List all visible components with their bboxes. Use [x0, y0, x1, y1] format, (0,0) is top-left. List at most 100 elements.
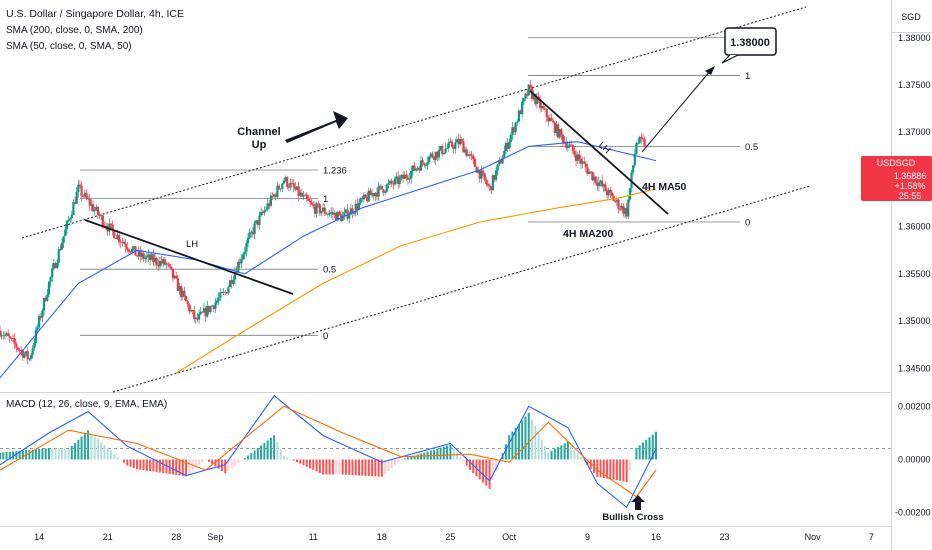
macd-histogram-bar	[504, 444, 507, 460]
last-price-badge[interactable]	[861, 156, 932, 201]
macd-histogram-bar	[602, 459, 605, 478]
candle-body	[525, 93, 529, 96]
currency-label: SGD	[901, 12, 921, 22]
macd-histogram-bar	[123, 459, 126, 463]
macd-signal-line[interactable]	[0, 405, 657, 498]
candle-body	[535, 96, 538, 104]
candle-body	[194, 317, 197, 320]
candle-body	[545, 109, 548, 118]
candle-body	[591, 171, 594, 181]
candle-body	[563, 141, 566, 143]
candle-body	[452, 146, 455, 149]
candle-body	[416, 167, 419, 169]
candle-body	[113, 230, 116, 239]
candle-body	[511, 127, 514, 136]
candle-body	[501, 158, 504, 164]
macd-histogram-bar	[485, 459, 488, 486]
candle-body	[152, 254, 155, 263]
candle-body	[3, 334, 6, 336]
lh-trendline-left[interactable]	[84, 219, 294, 295]
channel-lower-line[interactable]	[112, 185, 811, 393]
candle-body	[367, 190, 370, 202]
candle-body	[269, 195, 272, 206]
macd-histogram-bar	[299, 459, 302, 464]
candle-body	[470, 154, 473, 157]
macd-histogram-bar	[361, 459, 364, 476]
price-tick-label: 1.37500	[898, 80, 931, 90]
candle-body	[145, 256, 148, 258]
candle-body	[282, 180, 286, 184]
macd-histogram	[0, 412, 658, 489]
macd-histogram-bar	[433, 449, 436, 460]
candle-body	[581, 161, 584, 164]
candle-body	[431, 153, 434, 158]
candle-body	[398, 177, 401, 185]
candle-body	[586, 167, 589, 174]
candle-body	[72, 202, 75, 215]
candle-body	[109, 223, 113, 225]
sma200-legend[interactable]: SMA (200, close, 0, SMA, 200)	[6, 25, 143, 36]
candle-body	[343, 212, 346, 216]
ma50-line[interactable]	[0, 141, 657, 379]
macd-histogram-bar	[351, 459, 354, 476]
macd-histogram-bar	[309, 459, 312, 469]
macd-histogram-bar	[348, 459, 351, 475]
candle-body	[323, 207, 326, 214]
candle-body	[610, 192, 614, 196]
macd-histogram-bar	[521, 420, 524, 460]
candle-body	[100, 215, 103, 217]
candle-body	[366, 197, 369, 202]
candle-body	[155, 258, 158, 265]
candle-body	[238, 261, 241, 264]
macd-histogram-bar	[612, 459, 615, 480]
candle-body	[318, 204, 321, 214]
macd-histogram-bar	[282, 456, 285, 460]
macd-legend[interactable]: MACD (12, 26, close, 9, EMA, EMA)	[6, 399, 168, 410]
candle-body	[490, 186, 493, 191]
fib-right-level-label: 0	[745, 217, 750, 228]
macd-histogram-bar	[260, 445, 263, 460]
candle-body	[65, 221, 69, 230]
sma50-legend[interactable]: SMA (50, close, 0, SMA, 50)	[6, 41, 132, 52]
candle-body	[215, 300, 219, 303]
bullish-cross-label: Bullish Cross	[602, 512, 663, 523]
macd-histogram-bar	[158, 459, 161, 473]
channel-upper-line[interactable]	[21, 6, 807, 239]
candle-body	[276, 185, 279, 197]
candle-body	[488, 185, 491, 187]
candle-body	[116, 234, 119, 240]
candle-body	[266, 203, 269, 210]
candle-body	[222, 291, 225, 293]
candle-body	[289, 182, 292, 188]
candle-body	[437, 149, 441, 158]
candle-body	[258, 215, 261, 225]
candle-body	[411, 165, 414, 172]
candle-body	[118, 234, 121, 242]
target-callout-box[interactable]	[724, 27, 777, 56]
macd-histogram-bar	[524, 416, 527, 460]
candle-body	[245, 243, 248, 252]
candle-body	[320, 211, 323, 214]
candle-body	[477, 169, 480, 173]
time-tick-label: 11	[309, 532, 318, 542]
ma200-line[interactable]	[175, 188, 657, 374]
macd-histogram-bar	[619, 459, 622, 481]
candle-body	[77, 184, 80, 193]
candle-body	[570, 144, 573, 146]
macd-histogram-bar	[168, 459, 171, 474]
candle-body	[25, 351, 28, 355]
macd-histogram-bar	[96, 439, 99, 460]
macd-histogram-bar	[185, 459, 188, 477]
macd-histogram-bar	[230, 459, 233, 469]
candle-body	[364, 194, 367, 198]
candle-body	[574, 154, 578, 161]
candle-body	[486, 183, 490, 186]
macd-histogram-bar	[198, 459, 201, 466]
lh-trendline-right[interactable]	[529, 90, 669, 215]
candle-body	[64, 229, 67, 237]
candle-body	[418, 167, 421, 171]
candle-body	[47, 281, 51, 295]
macd-histogram-bar	[416, 454, 419, 460]
macd-histogram-bar	[113, 453, 116, 460]
